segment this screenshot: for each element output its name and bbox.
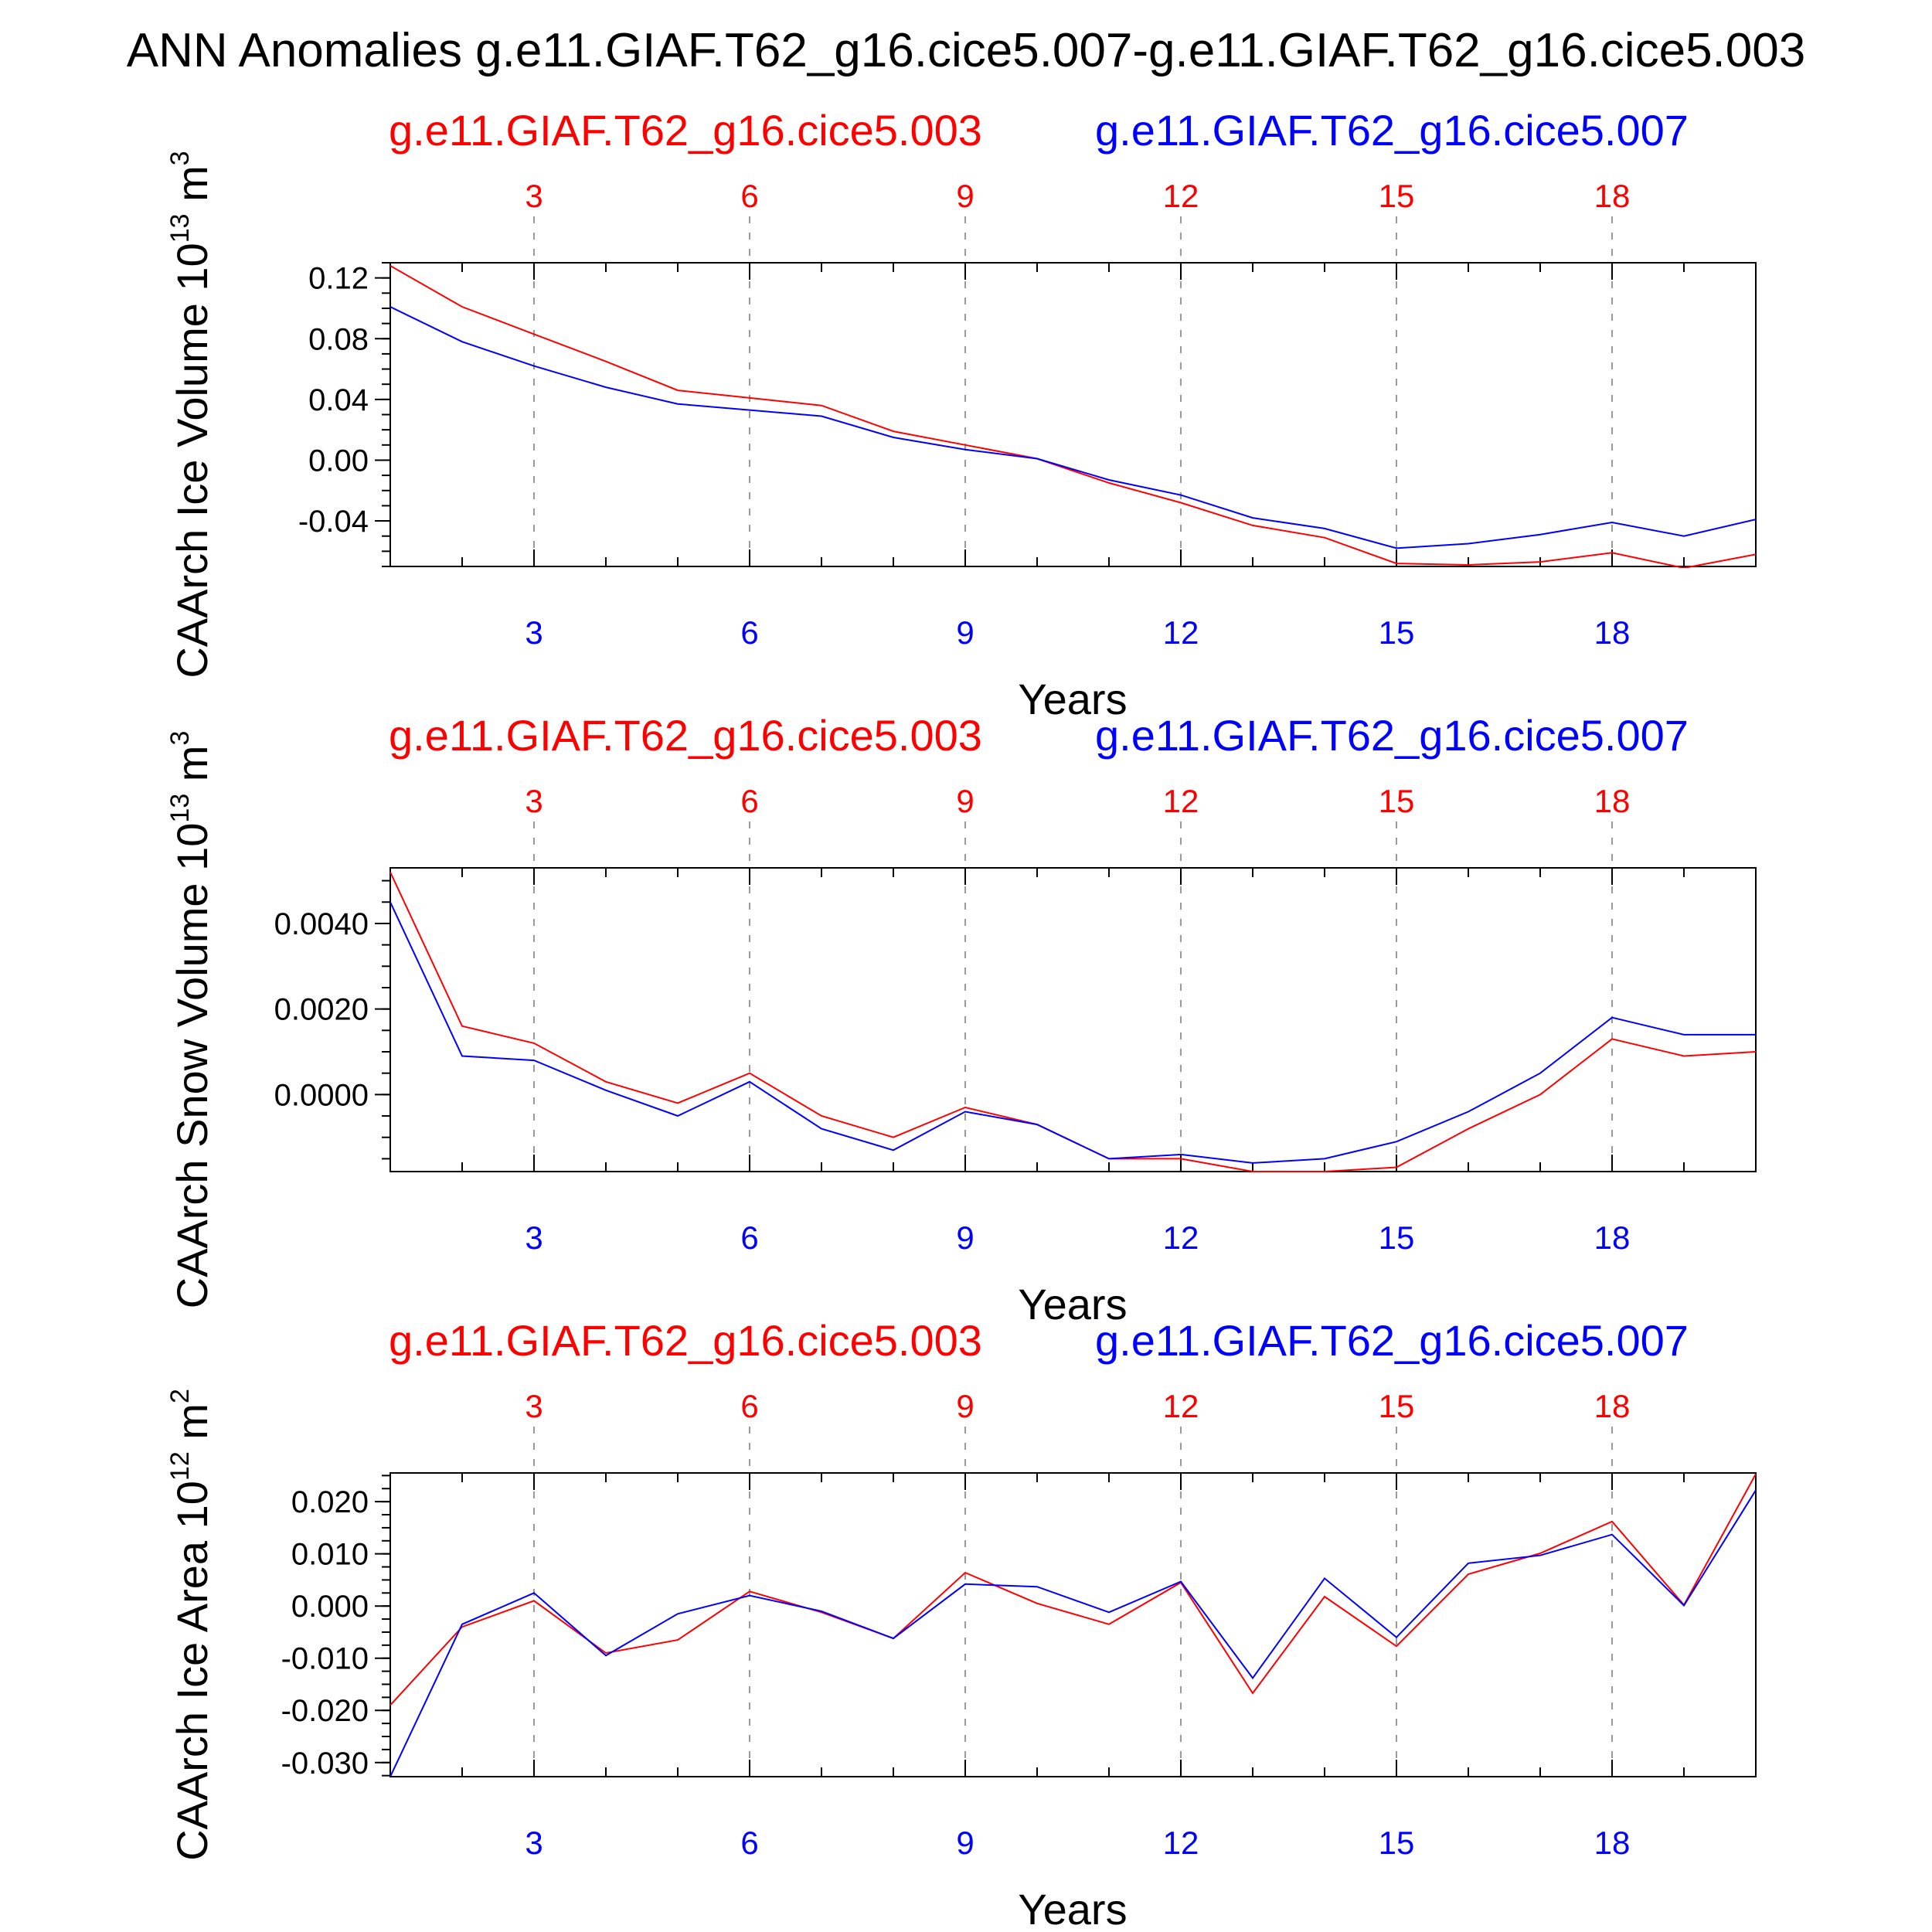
y-axis-title-exponent: 13 (165, 794, 195, 823)
x-tick-label-bottom: 15 (1379, 614, 1415, 651)
y-axis-title-unit-exponent: 2 (165, 1389, 195, 1403)
y-axis-title-exponent: 13 (165, 213, 195, 243)
panel-2: 0.0000 0.0020 0.0040 3 3 6 6 9 9 12 12 15 15 18 18 Year… (165, 711, 1757, 1328)
y-tick-label: 0.010 (291, 1538, 369, 1572)
y-tick-label: 0.04 (308, 383, 369, 417)
x-tick-label-bottom: 3 (525, 1825, 543, 1861)
y-tick-label: -0.020 (281, 1694, 369, 1728)
x-tick-label-top: 18 (1594, 178, 1631, 214)
x-tick-label-bottom: 9 (956, 614, 974, 651)
x-tick-label-top: 12 (1163, 1388, 1199, 1424)
x-tick-label-top: 3 (525, 1388, 543, 1424)
plot-frame (389, 867, 1757, 1172)
x-tick-label-bottom: 15 (1379, 1825, 1415, 1861)
x-tick-label-top: 6 (740, 783, 758, 819)
y-tick-label: 0.0000 (274, 1078, 369, 1112)
y-axis-title-text: CAArch Ice Volume 10 (168, 243, 216, 678)
x-tick-label-bottom: 18 (1594, 1825, 1631, 1861)
case1-label: g.e11.GIAF.T62_g16.cice5.003 (389, 711, 982, 760)
y-axis-title-exponent: 12 (165, 1451, 195, 1481)
case2-label: g.e11.GIAF.T62_g16.cice5.007 (1095, 106, 1689, 155)
x-tick-label-bottom: 18 (1594, 614, 1631, 651)
y-tick-label: 0.020 (291, 1485, 369, 1519)
x-tick-label-top: 15 (1379, 783, 1415, 819)
case1-label: g.e11.GIAF.T62_g16.cice5.003 (389, 106, 982, 155)
x-tick-label-bottom: 12 (1163, 1825, 1199, 1861)
x-tick-label-bottom: 6 (740, 1219, 758, 1256)
x-axis-title: Years (1018, 1280, 1127, 1328)
y-tick-label: 0.00 (308, 444, 369, 478)
y-tick-label: -0.04 (298, 505, 369, 539)
x-tick-label-top: 12 (1163, 178, 1199, 214)
x-tick-label-bottom: 3 (525, 1219, 543, 1256)
x-axis-title: Years (1018, 675, 1127, 723)
x-tick-label-top: 6 (740, 178, 758, 214)
x-tick-label-top: 12 (1163, 783, 1199, 819)
y-tick-label: 0.0020 (274, 993, 369, 1027)
x-tick-label-bottom: 12 (1163, 614, 1199, 651)
x-tick-label-top: 15 (1379, 178, 1415, 214)
x-tick-label-bottom: 3 (525, 614, 543, 651)
series-line-case2 (390, 1489, 1756, 1777)
y-axis-title-unit: m (168, 746, 216, 794)
y-axis-title: CAArch Snow Volume 1013 m3 (165, 731, 216, 1309)
x-tick-label-bottom: 9 (956, 1219, 974, 1256)
y-axis-title-unit: m (168, 165, 216, 213)
case2-label: g.e11.GIAF.T62_g16.cice5.007 (1095, 711, 1689, 760)
x-tick-label-top: 6 (740, 1388, 758, 1424)
x-tick-label-bottom: 18 (1594, 1219, 1631, 1256)
x-tick-label-top: 9 (956, 1388, 974, 1424)
x-tick-label-top: 18 (1594, 783, 1631, 819)
y-axis-title-text: CAArch Snow Volume 10 (168, 823, 216, 1309)
series-line-case1 (390, 265, 1756, 568)
x-tick-label-top: 9 (956, 178, 974, 214)
case1-label: g.e11.GIAF.T62_g16.cice5.003 (389, 1316, 982, 1365)
case2-label: g.e11.GIAF.T62_g16.cice5.007 (1095, 1316, 1689, 1365)
y-tick-label: -0.010 (281, 1642, 369, 1676)
x-tick-label-top: 3 (525, 178, 543, 214)
series-line-case2 (390, 306, 1756, 549)
y-axis-title-unit-exponent: 3 (165, 151, 195, 165)
y-tick-label: -0.030 (281, 1747, 369, 1781)
x-tick-label-bottom: 15 (1379, 1219, 1415, 1256)
x-tick-label-top: 3 (525, 783, 543, 819)
y-axis-title-unit-exponent: 3 (165, 731, 195, 746)
x-tick-label-bottom: 12 (1163, 1219, 1199, 1256)
y-tick-label: 0.12 (308, 262, 369, 296)
y-axis-title-text: CAArch Ice Area 10 (168, 1481, 216, 1861)
y-tick-label: 0.000 (291, 1590, 369, 1624)
x-tick-label-top: 9 (956, 783, 974, 819)
x-tick-label-bottom: 9 (956, 1825, 974, 1861)
panel-1: -0.04 0.00 0.04 0.08 0.12 3 3 6 6 9 9 12 12 15 15 18 18 Y… (165, 106, 1757, 723)
series-line-case2 (390, 901, 1756, 1164)
x-tick-label-bottom: 6 (740, 614, 758, 651)
y-axis-title: CAArch Ice Volume 1013 m3 (165, 151, 216, 678)
y-tick-label: 0.08 (308, 322, 369, 356)
x-axis-title: Years (1018, 1885, 1127, 1932)
y-axis-title-unit: m (168, 1403, 216, 1451)
x-tick-label-top: 18 (1594, 1388, 1631, 1424)
plot-frame (389, 1472, 1757, 1777)
y-axis-title: CAArch Ice Area 1012 m2 (165, 1389, 216, 1861)
x-tick-label-top: 15 (1379, 1388, 1415, 1424)
panel-3: -0.030 -0.020 -0.010 0.000 0.010 0.020 3 3 6 6 9 9 1… (165, 1316, 1757, 1932)
x-tick-label-bottom: 6 (740, 1825, 758, 1861)
page-title: ANN Anomalies g.e11.GIAF.T62_g16.cice5.0… (127, 24, 1805, 77)
y-tick-label: 0.0040 (274, 907, 369, 941)
